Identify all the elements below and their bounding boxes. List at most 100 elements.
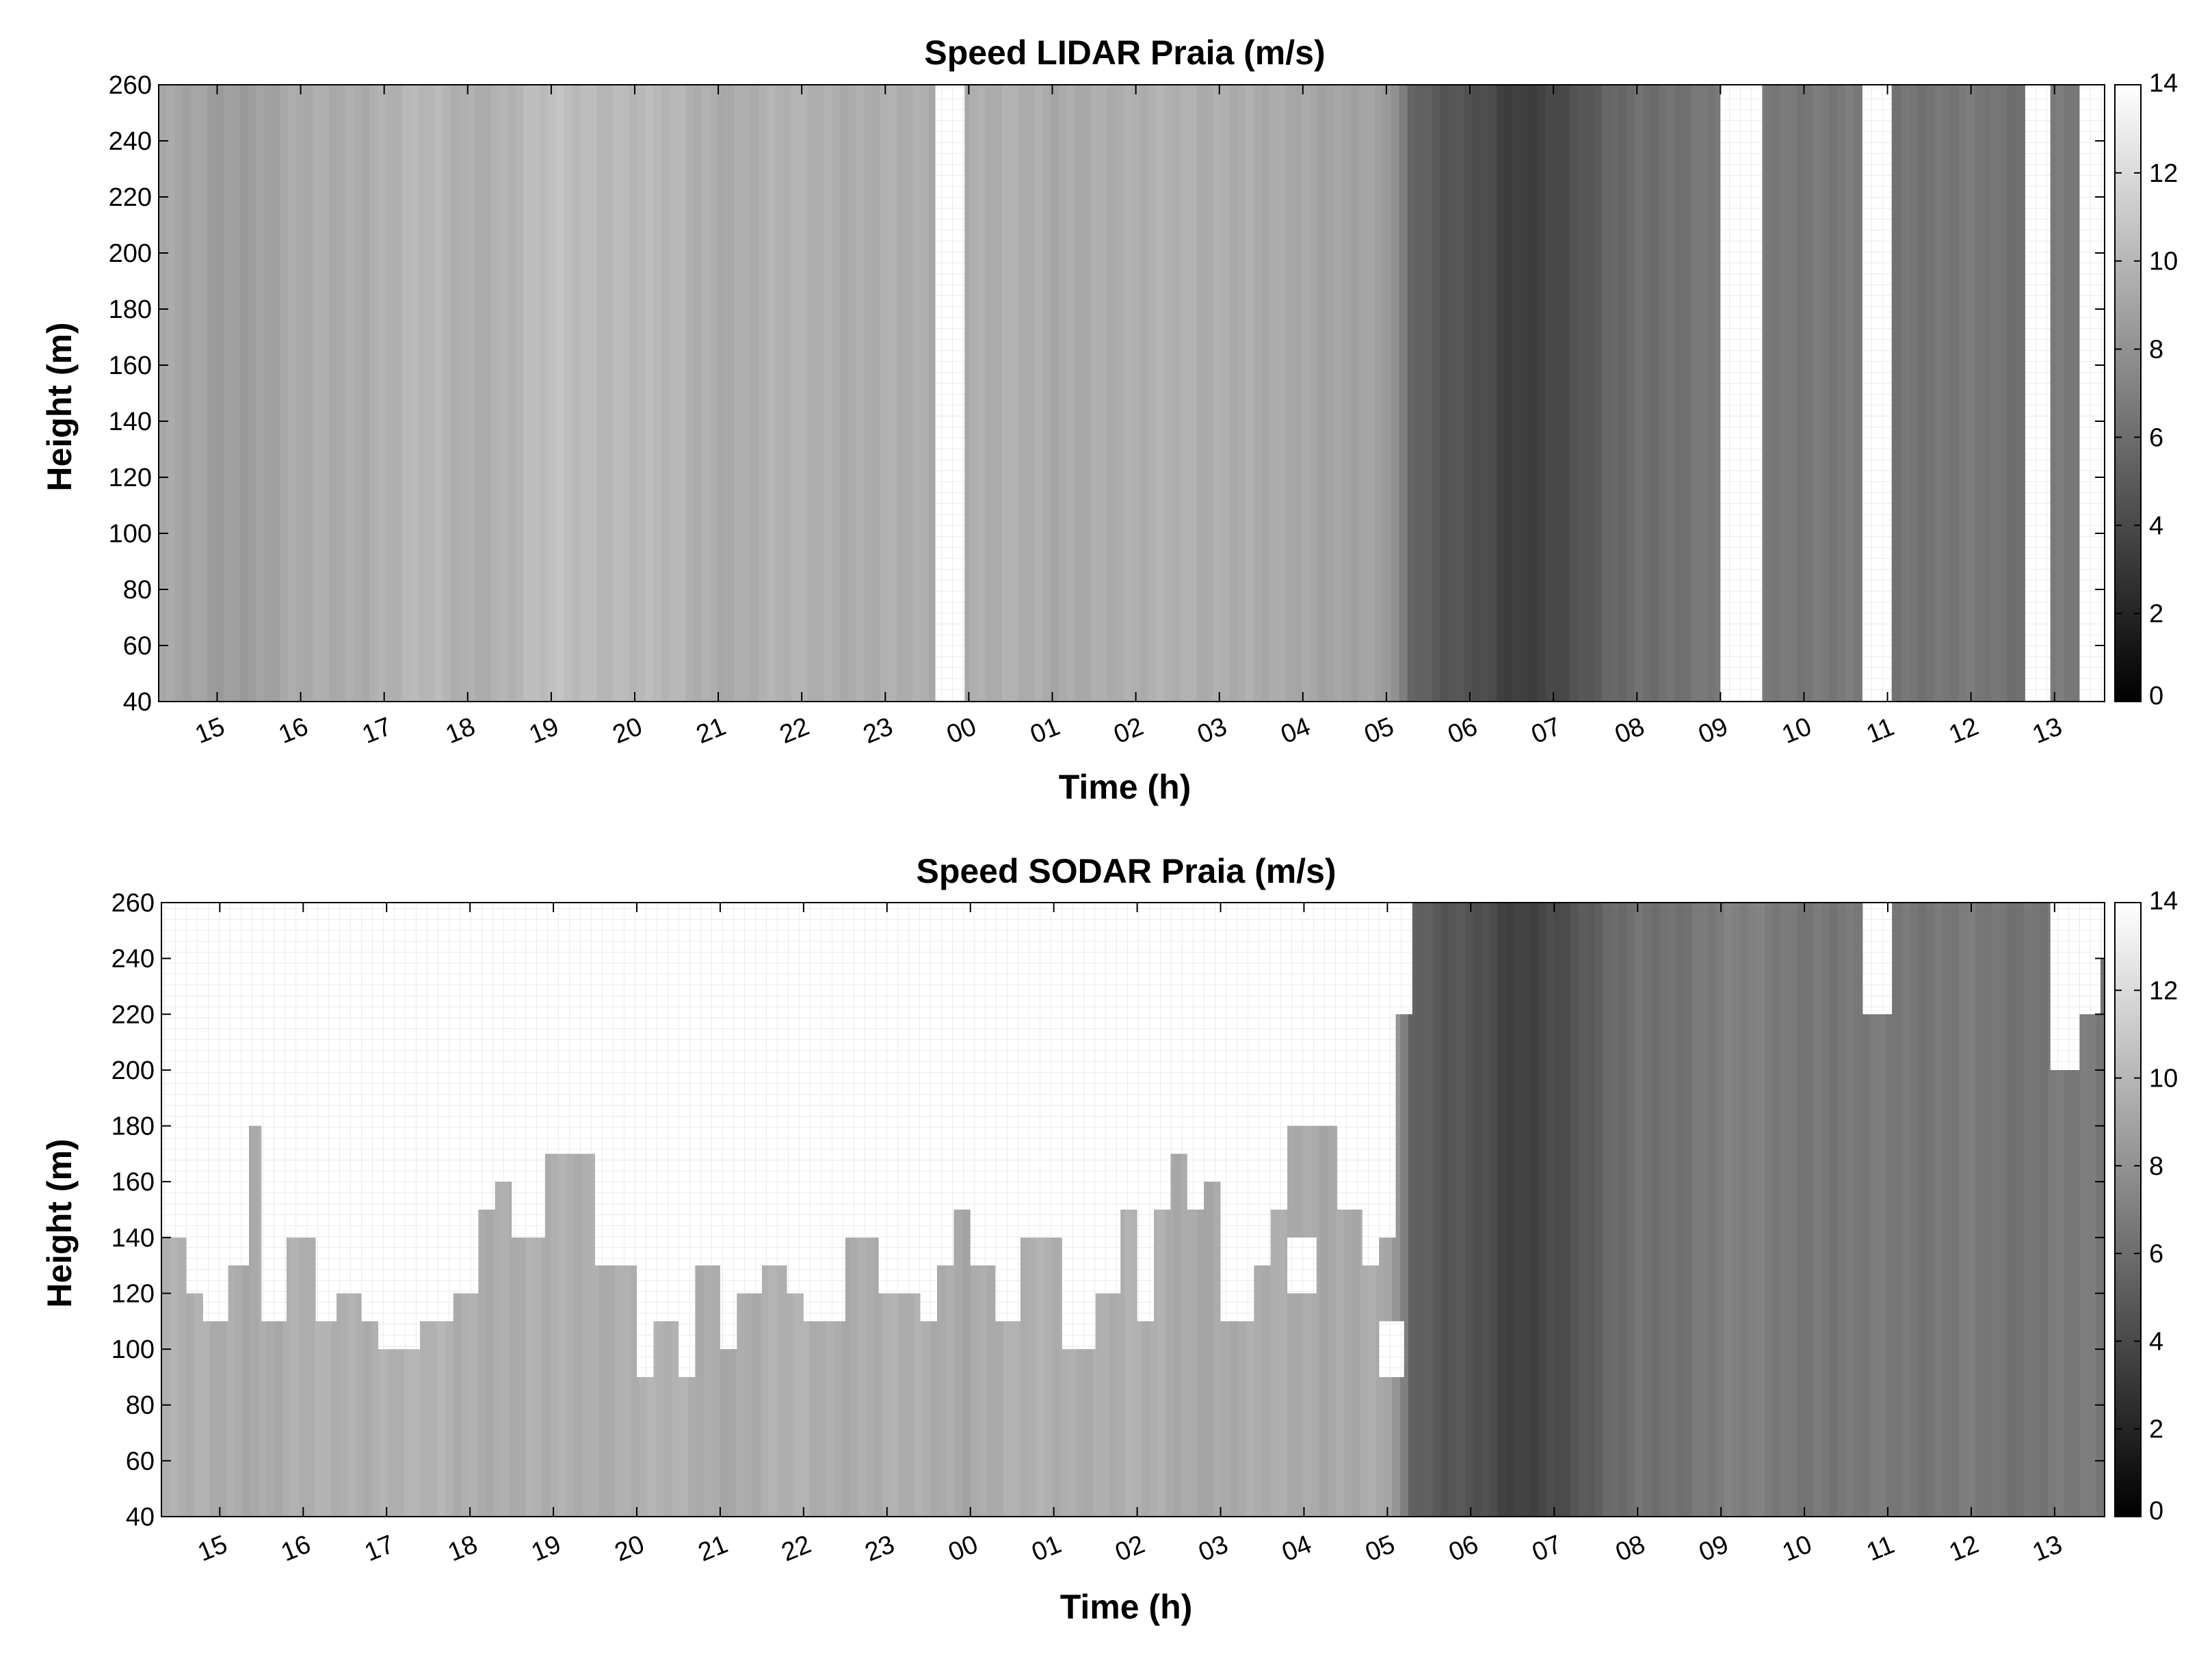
y-tick-label: 120: [111, 1279, 155, 1308]
y-axis-label: Height (m): [40, 1138, 79, 1307]
heatmap-cell: [1635, 903, 1644, 1517]
heatmap-cell: [1172, 85, 1181, 702]
heatmap-cell: [1699, 85, 1708, 702]
heatmap-cell: [1488, 85, 1497, 702]
heatmap-cell: [1659, 85, 1668, 702]
heatmap-cell: [1893, 85, 1903, 702]
colorbar-tick-label: 8: [2149, 1152, 2163, 1181]
heatmap-cell: [1424, 903, 1434, 1517]
heatmap-cell: [1358, 85, 1368, 702]
x-tick-label: 01: [1028, 1530, 1066, 1567]
heatmap-cell: [1520, 85, 1530, 702]
heatmap-cell: [1204, 85, 1213, 702]
heatmap-cell: [1334, 85, 1343, 702]
x-tick-label: 06: [1444, 712, 1482, 749]
heatmap-cell: [401, 85, 411, 702]
heatmap-cell: [426, 85, 435, 702]
y-tick-label: 180: [111, 1113, 155, 1141]
heatmap-cell: [1966, 85, 1976, 702]
heatmap-cell: [296, 85, 306, 702]
x-tick-label: 19: [525, 712, 563, 749]
x-tick-label: 08: [1611, 712, 1648, 749]
y-tick-label: 60: [126, 1447, 155, 1476]
heatmap-cell: [548, 85, 557, 702]
x-tick-label: 13: [2029, 712, 2066, 749]
heatmap-cell: [1075, 85, 1084, 702]
heatmap-cell: [815, 85, 824, 702]
heatmap-cell: [629, 85, 638, 702]
colorbar-tick-label: 6: [2149, 1240, 2163, 1268]
x-tick-label: 22: [776, 712, 813, 749]
heatmap-cell: [694, 85, 703, 702]
heatmap-cell: [1293, 85, 1303, 702]
heatmap-cell: [1764, 903, 1774, 1517]
heatmap-cell: [1148, 85, 1157, 702]
x-tick-label: 05: [1361, 1530, 1399, 1567]
x-tick-label: 11: [1862, 712, 1898, 749]
heatmap-cell: [1650, 85, 1659, 702]
y-tick-label: 220: [109, 183, 152, 212]
heatmap-cell: [799, 85, 808, 702]
heatmap-cell: [1367, 85, 1375, 702]
heatmap-cell: [515, 85, 525, 702]
heatmap-cell: [1382, 85, 1392, 702]
heatmap-cell: [1196, 85, 1205, 702]
heatmap-cell: [1845, 903, 1854, 1517]
heatmap-cell: [1643, 903, 1652, 1517]
heatmap-cell: [458, 85, 468, 702]
heatmap-cell: [1707, 85, 1716, 702]
heatmap-cell: [1245, 85, 1254, 702]
heatmap-cell: [1618, 903, 1628, 1517]
heatmap-cell: [1001, 85, 1011, 702]
heatmap-cell: [1577, 85, 1587, 702]
heatmap-cell: [1651, 903, 1660, 1517]
heatmap-cell: [1926, 903, 1936, 1517]
heatmap-cell: [1513, 903, 1523, 1517]
x-tick-label: 03: [1194, 712, 1231, 749]
x-tick-label: 20: [609, 712, 646, 749]
heatmap-cell: [710, 85, 719, 702]
heatmap-cell: [564, 85, 573, 702]
heatmap-cell: [1666, 85, 1676, 702]
y-tick-label: 180: [109, 295, 152, 324]
y-tick-label: 200: [109, 239, 152, 268]
colorbar: 0 2 4 6 8 10 12 14: [2114, 69, 2178, 710]
heatmap-cell: [685, 85, 695, 702]
heatmap-cell: [588, 85, 597, 702]
heatmap-cell: [442, 85, 451, 702]
colorbar-tick-label: 8: [2149, 336, 2163, 364]
heatmap-cell: [726, 85, 735, 702]
heatmap-cell: [1188, 85, 1198, 702]
heatmap-cell: [677, 85, 687, 702]
heatmap-cell: [1675, 903, 1685, 1517]
heatmap-cell: [767, 85, 776, 702]
heatmap-cell: [1481, 903, 1490, 1517]
missing-data-gap: [2100, 903, 2105, 959]
y-tick-label: 80: [126, 1391, 155, 1420]
colorbar: 0 2 4 6 8 10 12 14: [2114, 887, 2178, 1526]
heatmap-cell: [385, 85, 395, 702]
heatmap-cell: [1457, 903, 1466, 1517]
heatmap-cell: [174, 85, 184, 702]
x-tick-label: 21: [694, 1530, 732, 1567]
heatmap-cell: [1228, 85, 1238, 702]
x-tick-label: 15: [194, 1530, 231, 1567]
heatmap-cell: [1034, 85, 1043, 702]
y-tick-label: 60: [123, 632, 152, 661]
colorbar-tick-label: 12: [2149, 159, 2178, 188]
heatmap-cell: [977, 85, 986, 702]
heatmap-cell: [1634, 85, 1644, 702]
colorbar-tick-label: 2: [2149, 600, 2163, 628]
heatmap-cell: [475, 85, 484, 702]
heatmap-cell: [1958, 85, 1968, 702]
y-axis-label: Height (m): [40, 322, 79, 491]
heatmap-cell: [1456, 85, 1465, 702]
heatmap-cell: [2015, 903, 2025, 1517]
heatmap-cell: [742, 85, 752, 702]
heatmap-cell: [969, 85, 979, 702]
heatmap-cell: [199, 85, 208, 702]
colorbar-tick-label: 6: [2149, 423, 2163, 452]
heatmap-cell: [580, 85, 590, 702]
heatmap-cell: [637, 85, 646, 702]
heatmap-cell: [896, 85, 906, 702]
